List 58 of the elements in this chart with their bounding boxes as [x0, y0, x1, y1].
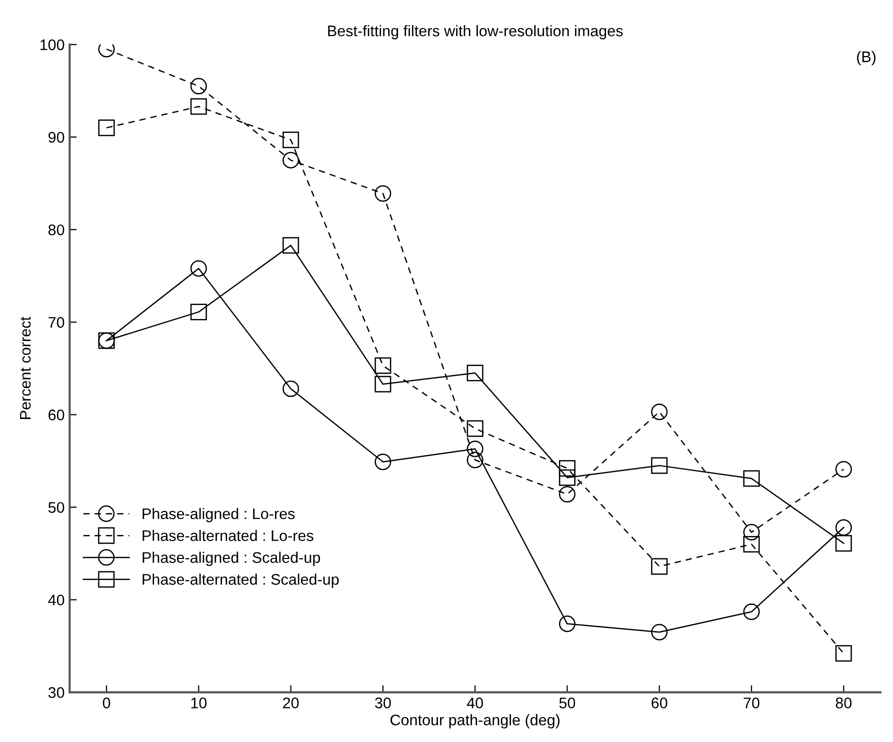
legend-label: Phase-alternated : Scaled-up: [142, 574, 339, 588]
point: [190, 260, 207, 277]
chart-title: Best-fitting filters with low-resolution images: [328, 25, 623, 40]
point: [743, 604, 760, 620]
legend-label: Phase-aligned : Scaled-up: [142, 552, 320, 566]
x-tick-label: 60: [652, 698, 668, 708]
point: [282, 152, 300, 168]
y-tick-label: 100: [40, 39, 64, 50]
point: [98, 120, 115, 136]
annotation: (B): [857, 51, 876, 66]
y-tick-label: 70: [48, 317, 64, 328]
point: [651, 457, 668, 474]
y-tick-label: 60: [48, 410, 64, 420]
point: [743, 470, 760, 487]
x-tick-label: 50: [559, 698, 576, 708]
point: [374, 185, 392, 202]
y-tick-label: 30: [48, 687, 64, 698]
point: [558, 460, 576, 477]
point: [374, 454, 392, 470]
x-tick-label: 0: [102, 698, 110, 708]
point: [190, 98, 207, 115]
point: [466, 440, 484, 458]
point: [558, 486, 576, 503]
point: [651, 404, 668, 420]
x-axis-title: Contour path-angle (deg): [390, 714, 560, 728]
legend-label: Phase-aligned : Lo-res: [142, 508, 295, 522]
point: [835, 461, 852, 478]
x-tick-label: 10: [191, 698, 207, 708]
point: [651, 624, 668, 640]
point: [835, 645, 852, 662]
point: [743, 536, 760, 552]
point: [282, 132, 300, 148]
point: [466, 452, 484, 468]
point: [282, 237, 300, 254]
point: [190, 304, 207, 320]
y-tick-label: 40: [48, 594, 64, 606]
point: [374, 357, 392, 374]
x-tick-label: 70: [744, 698, 760, 708]
point: [190, 78, 207, 94]
x-tick-label: 20: [283, 698, 299, 708]
point: [835, 519, 852, 536]
y-tick-label: 80: [48, 224, 64, 236]
point: [651, 558, 668, 575]
x-tick-label: 80: [836, 698, 852, 708]
y-axis-title: Percent correct: [20, 316, 31, 419]
y-tick-label: 50: [48, 502, 64, 513]
point: [558, 469, 576, 486]
point: [743, 524, 760, 540]
x-tick-label: 40: [466, 698, 483, 708]
y-tick-label: 90: [48, 132, 64, 143]
point: [835, 535, 852, 552]
x-tick-label: 30: [375, 698, 391, 708]
point: [282, 380, 300, 398]
point: [558, 616, 576, 632]
point: [374, 376, 392, 392]
legend-label: Phase-alternated : Lo-res: [142, 530, 314, 542]
point: [466, 420, 484, 437]
point: [466, 364, 484, 382]
